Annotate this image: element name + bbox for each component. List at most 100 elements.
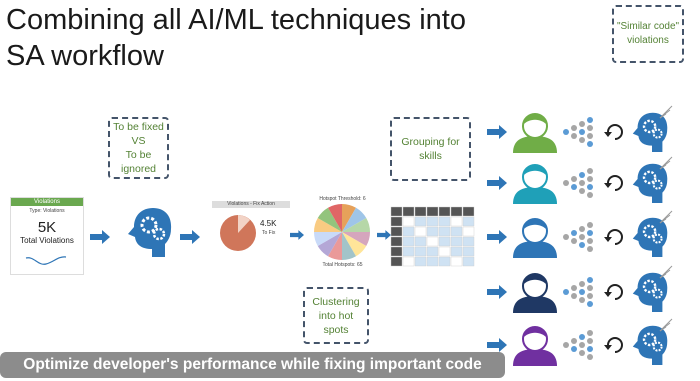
gear xyxy=(642,279,657,294)
grid-cell xyxy=(450,226,463,237)
spark-line xyxy=(659,113,667,119)
pie-slice xyxy=(238,215,250,233)
pie-slice xyxy=(314,218,342,232)
card-label: Total Hotspots: 65 xyxy=(322,262,363,268)
pie-slice xyxy=(342,218,370,232)
pie-slice xyxy=(314,232,342,246)
card-header: Violations xyxy=(11,198,83,206)
cluster-dot xyxy=(571,285,577,291)
grid-cell xyxy=(450,256,463,267)
note-line: To be xyxy=(125,149,152,161)
gear xyxy=(642,332,657,347)
grid-cell xyxy=(414,206,427,217)
grid-cell xyxy=(414,236,427,247)
cluster-dot xyxy=(587,330,593,336)
cluster-dot xyxy=(571,133,577,139)
avatar-hair xyxy=(523,164,547,176)
refresh-arrowhead xyxy=(604,237,612,242)
grid-cell xyxy=(402,236,415,247)
note-line: skills xyxy=(419,150,442,162)
grid-cell xyxy=(450,216,463,227)
developer-avatar xyxy=(513,113,557,153)
card-label: To Fix xyxy=(262,230,276,236)
grid-cell xyxy=(414,256,427,267)
cluster-dot xyxy=(587,354,593,360)
grid-cell xyxy=(426,236,439,247)
cluster-dot xyxy=(571,125,577,131)
grid-cell xyxy=(450,246,463,257)
note-fix-or-ignore: To be fixed VS To be ignored xyxy=(108,117,169,179)
cluster-dot xyxy=(587,301,593,307)
cluster-dot xyxy=(587,238,593,244)
brain-head-icon xyxy=(128,208,172,257)
note-line: To be fixed xyxy=(113,121,164,133)
pie-slice xyxy=(317,232,342,257)
cluster-dot xyxy=(571,238,577,244)
cluster-dot xyxy=(579,350,585,356)
arrow xyxy=(180,230,200,244)
pie-slice xyxy=(342,232,370,246)
arrow xyxy=(290,230,304,240)
avatar-hair xyxy=(523,273,547,285)
cluster-dot xyxy=(579,180,585,186)
pie-slice xyxy=(342,232,356,260)
card-value: 5K xyxy=(37,219,57,236)
cluster-dot xyxy=(579,297,585,303)
card-value: 4.5K xyxy=(260,219,277,228)
cluster-dot xyxy=(579,226,585,232)
card-label: Total Violations xyxy=(20,236,74,245)
grid-cell xyxy=(438,256,451,267)
refresh-arrowhead xyxy=(604,292,612,297)
note-line: VS xyxy=(131,135,146,147)
grid-cell xyxy=(438,216,451,227)
grid-cell xyxy=(462,256,475,267)
cluster-dot xyxy=(571,338,577,344)
cluster-dot xyxy=(587,277,593,283)
note-clustering: Clustering into hot spots xyxy=(303,287,369,344)
gear xyxy=(652,128,663,139)
note-line: Grouping for xyxy=(401,136,460,148)
fix-action-card: Violations - Fix Action 4.5K To Fix xyxy=(212,201,290,265)
cluster-dot xyxy=(587,117,593,123)
avatar-hair xyxy=(523,326,547,338)
grid-cell xyxy=(390,206,403,217)
cluster-dot xyxy=(587,168,593,174)
cluster-dot xyxy=(579,137,585,143)
cluster-dot xyxy=(579,289,585,295)
gear xyxy=(652,233,663,244)
cluster-dot xyxy=(579,172,585,178)
grid-cell xyxy=(450,206,463,217)
refresh-arrowhead xyxy=(604,183,612,188)
grid-cell xyxy=(390,246,403,257)
cluster-dot xyxy=(587,246,593,252)
arrow xyxy=(377,230,391,240)
card-subtitle: Type: Violations xyxy=(29,208,65,214)
arrow xyxy=(487,125,507,139)
brain-head-icon xyxy=(632,217,668,257)
pie-slice xyxy=(317,207,342,232)
cluster-dot xyxy=(571,293,577,299)
note-similar-code: "Similar code" violations xyxy=(612,5,684,63)
grid-cell xyxy=(426,206,439,217)
grid-cell xyxy=(402,256,415,267)
note-grouping: Grouping for skills xyxy=(390,117,471,181)
brain-head-icon xyxy=(632,325,668,365)
cluster-dot xyxy=(587,184,593,190)
cluster-dot xyxy=(571,346,577,352)
cluster-dot xyxy=(571,230,577,236)
note-line: ignored xyxy=(120,163,157,175)
developer-avatar xyxy=(513,326,557,366)
grid-cell xyxy=(426,256,439,267)
pie-slice xyxy=(328,204,342,232)
brain-head-icon xyxy=(632,112,668,152)
grid-cell xyxy=(462,216,475,227)
grid-cell xyxy=(438,206,451,217)
avatar-body xyxy=(513,136,557,153)
avatar-body xyxy=(513,187,557,204)
cluster-dot xyxy=(587,338,593,344)
grid-cell xyxy=(402,246,415,257)
arrow xyxy=(90,230,110,244)
gear xyxy=(152,227,166,241)
gear xyxy=(642,170,657,185)
